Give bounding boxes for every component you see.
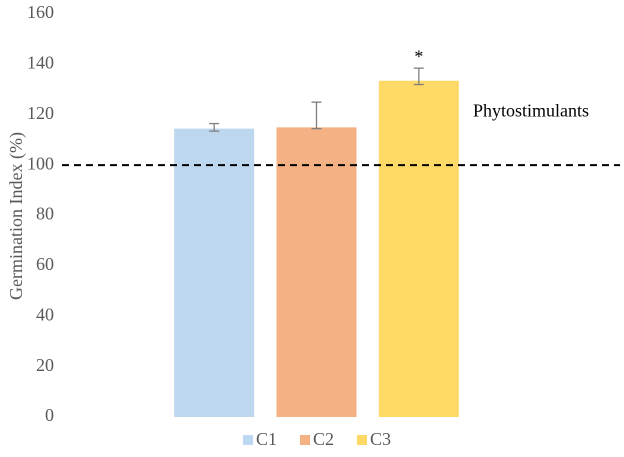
bar	[174, 128, 255, 417]
y-tick-label: 40	[36, 304, 54, 324]
y-axis-label: Germination Index (%)	[6, 132, 27, 300]
legend-swatch	[243, 435, 253, 445]
legend-label: C3	[370, 429, 391, 449]
y-tick-label: 20	[36, 355, 54, 375]
annotation: *	[414, 46, 423, 66]
legend-swatch	[357, 435, 367, 445]
y-tick-label: 80	[36, 204, 54, 224]
y-tick-label: 0	[45, 405, 54, 425]
y-tick-label: 120	[27, 103, 54, 123]
bar	[378, 80, 459, 417]
legend-label: C2	[313, 429, 334, 449]
legend-swatch	[300, 435, 310, 445]
y-tick-label: 160	[27, 2, 54, 22]
y-tick-label: 60	[36, 254, 54, 274]
y-tick-label: 100	[27, 153, 54, 173]
y-tick-label: 140	[27, 53, 54, 73]
legend-label: C1	[256, 429, 277, 449]
reference-label: Phytostimulants	[473, 100, 589, 120]
bar	[276, 127, 357, 417]
